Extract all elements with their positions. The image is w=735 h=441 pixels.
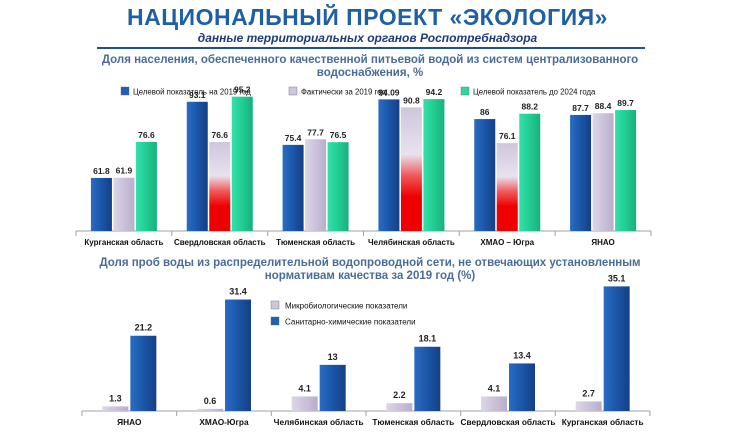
chart2-bar-micro bbox=[102, 406, 129, 411]
chart1-bar-target2019 bbox=[474, 119, 496, 231]
chart2-data-label: 0.6 bbox=[204, 396, 217, 406]
chart1-category-label: Челябинская область bbox=[368, 238, 455, 247]
chart1-data-label: 86 bbox=[480, 107, 490, 117]
page-subtitle: данные территориальных органов Роспотреб… bbox=[197, 31, 538, 45]
chart1-category-label: ЯНАО bbox=[591, 238, 614, 247]
chart2-data-label: 35.1 bbox=[608, 273, 626, 283]
chart2-category-label: Челябинская область bbox=[274, 417, 364, 427]
chart2-bar-micro bbox=[481, 396, 507, 411]
chart2-data-label: 21.2 bbox=[135, 323, 153, 333]
chart1-bar-actual2019 bbox=[113, 177, 135, 231]
chart1-data-label: 76.1 bbox=[499, 131, 516, 141]
chart2-data-label: 2.7 bbox=[582, 388, 595, 398]
chart2-category-label: ЯНАО bbox=[117, 417, 142, 427]
chart1-legend-label: Целевой показатель на 2019 год bbox=[133, 88, 251, 97]
chart2-legend-label: Санитарно-химические показатели bbox=[285, 318, 416, 327]
chart1-category-label: Тюменская область bbox=[276, 238, 355, 247]
chart1-data-label: 94.2 bbox=[426, 87, 443, 97]
chart1-legend-label: Фактически за 2019 год bbox=[301, 88, 386, 97]
chart1-legend-label: Целевой показатель до 2024 года bbox=[473, 88, 596, 97]
chart2-bar-micro bbox=[575, 401, 602, 411]
chart1-data-label: 89.7 bbox=[617, 98, 634, 108]
chart1-data-label: 76.6 bbox=[138, 130, 155, 140]
chart2-bar-chem bbox=[509, 363, 535, 411]
chart1-title: Доля населения, обеспеченного качественн… bbox=[101, 54, 639, 79]
chart2-bar-chem bbox=[225, 299, 251, 411]
chart2-bar-chem bbox=[130, 335, 157, 411]
chart1-data-label: 61.9 bbox=[116, 166, 133, 176]
chart1-bar-actual2019 bbox=[496, 143, 518, 231]
chart2-data-label: 13.4 bbox=[513, 350, 531, 360]
chart1-data-label: 75.4 bbox=[285, 133, 302, 143]
chart2-bar-micro bbox=[197, 408, 223, 411]
chart1-data-label: 93.1 bbox=[189, 90, 206, 100]
chart1-bar-target2024 bbox=[519, 113, 541, 231]
chart1-category-label: Свердловская область bbox=[174, 238, 266, 247]
chart1-legend-swatch bbox=[120, 86, 130, 96]
chart2-bar-chem bbox=[414, 346, 441, 411]
chart1-bar-actual2019 bbox=[592, 113, 614, 231]
chart1-bar-actual2019 bbox=[209, 141, 231, 231]
chart1-data-label: 88.4 bbox=[595, 101, 612, 111]
chart2-bar-chem bbox=[603, 286, 630, 411]
chart1-bar-target2019 bbox=[378, 99, 400, 231]
chart2-data-label: 2.2 bbox=[393, 390, 406, 400]
chart1-bar-target2019 bbox=[570, 114, 592, 231]
chart2-category-label: ХМАО-Югра bbox=[199, 417, 249, 427]
chart1-category-label: ХМАО – Югра bbox=[480, 238, 534, 247]
chart1-bar-target2019 bbox=[186, 101, 208, 231]
chart2-legend-swatch bbox=[270, 316, 280, 326]
chart1-data-label: 95.2 bbox=[234, 85, 251, 95]
chart1-legend-swatch bbox=[460, 86, 470, 96]
chart2-title: Доля проб воды из распределительной водо… bbox=[99, 257, 641, 282]
chart1-bar-target2024 bbox=[231, 96, 253, 232]
chart2-bar-micro bbox=[291, 396, 318, 411]
chart1-data-label: 76.5 bbox=[330, 130, 347, 140]
chart2-bar-micro bbox=[386, 403, 413, 411]
chart1-category-label: Курганская область bbox=[84, 238, 163, 247]
chart2-data-label: 31.4 bbox=[229, 287, 247, 297]
chart1-data-label: 94.09 bbox=[378, 87, 400, 97]
chart2-data-label: 13 bbox=[328, 352, 338, 362]
chart1-data-label: 61.8 bbox=[93, 166, 110, 176]
chart1-bar-target2024 bbox=[135, 141, 157, 231]
chart2-bar-chem bbox=[319, 364, 346, 411]
chart1-legend-swatch bbox=[288, 86, 298, 96]
chart2-data-label: 4.1 bbox=[488, 383, 501, 393]
chart1-bar-target2024 bbox=[423, 99, 445, 231]
chart2-category-label: Курганская область bbox=[562, 417, 644, 427]
chart1-data-label: 87.7 bbox=[572, 103, 589, 113]
chart1-bar-target2019 bbox=[282, 144, 304, 231]
chart1-data-label: 88.2 bbox=[521, 102, 538, 112]
chart2-category-label: Тюменская область bbox=[372, 417, 454, 427]
chart1-bar-actual2019 bbox=[305, 139, 327, 231]
chart1-data-label: 76.6 bbox=[211, 130, 228, 140]
chart2-legend-label: Микробиологические показатели bbox=[285, 302, 407, 311]
chart2-category-label: Свердловская область bbox=[460, 417, 555, 427]
chart1-bar-actual2019 bbox=[400, 107, 422, 231]
chart1-bar-target2024 bbox=[615, 110, 637, 231]
chart2-legend-swatch bbox=[270, 300, 280, 310]
page-title: НАЦИОНАЛЬНЫЙ ПРОЕКТ «ЭКОЛОГИЯ» bbox=[127, 4, 608, 30]
chart1-bar-target2019 bbox=[90, 177, 112, 231]
chart2-data-label: 1.3 bbox=[109, 393, 122, 403]
chart1-bar-target2024 bbox=[327, 142, 349, 231]
chart2-data-label: 18.1 bbox=[419, 334, 437, 344]
title-divider bbox=[97, 47, 645, 49]
chart1-data-label: 77.7 bbox=[307, 127, 324, 137]
chart2-data-label: 4.1 bbox=[298, 383, 311, 393]
chart1-data-label: 90.8 bbox=[403, 95, 420, 105]
